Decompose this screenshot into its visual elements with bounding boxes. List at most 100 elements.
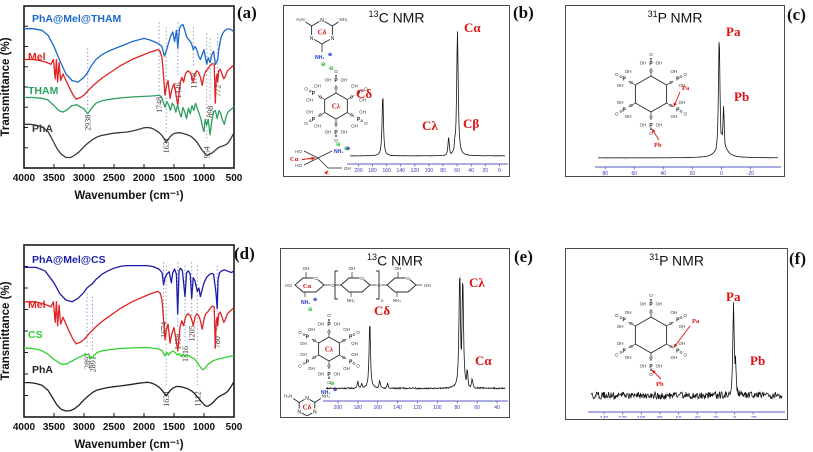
panel-f-pnmr: 31P NMR O P O OH OH O P O OH OH O P O OH OH O P O OH OH O P O O… — [565, 248, 788, 420]
structure-label: Cλ — [332, 103, 341, 111]
svg-text: O — [304, 121, 308, 126]
svg-text: N — [305, 396, 309, 402]
svg-text: O — [331, 283, 335, 288]
svg-text: OH — [344, 166, 351, 171]
svg-text: ⊕ — [333, 387, 337, 393]
axis-tick-label: 0 — [720, 171, 723, 175]
structure-label: Cα — [290, 156, 299, 163]
svg-text: OH — [395, 266, 402, 271]
svg-text: P — [676, 349, 680, 355]
nmr-trace — [325, 277, 506, 390]
peak-annotation-label: 780 — [213, 336, 222, 348]
svg-text: OH — [318, 372, 325, 377]
svg-text: OH — [656, 123, 663, 128]
svg-text: OH — [308, 327, 315, 332]
svg-text: O — [334, 138, 338, 143]
svg-text: OH — [625, 355, 632, 360]
panel-letter-c: (c) — [787, 5, 806, 24]
axis-tick-label: 100 — [637, 416, 646, 418]
peak-label: Pa — [726, 24, 741, 39]
svg-text: OH — [617, 83, 624, 88]
svg-text: O — [649, 293, 653, 298]
nmr-title-e: 13C NMR — [367, 252, 423, 269]
svg-text: O — [649, 356, 653, 361]
svg-text: HO — [295, 163, 302, 168]
series-label: Mel — [28, 299, 46, 311]
axis-tick-label: 4000 — [13, 422, 36, 433]
axis-tick-label: 40 — [494, 405, 500, 411]
svg-text: O — [669, 321, 673, 326]
svg-text: OH — [343, 366, 350, 371]
svg-text: O — [683, 352, 687, 357]
axis-tick-label: 20 — [482, 168, 488, 174]
series-label: THAM — [28, 85, 59, 97]
series-label: PhA@Mel@CS — [32, 254, 106, 266]
svg-text: P — [676, 318, 680, 324]
svg-text: O — [615, 313, 619, 318]
peak-label: Cλ — [469, 275, 485, 290]
svg-text: P — [349, 360, 353, 366]
nmr-trace — [590, 302, 783, 401]
svg-text: P — [676, 77, 680, 83]
panel-letter-a: (a) — [237, 3, 257, 22]
curve-Mel — [24, 49, 235, 107]
peak-label: Pa — [726, 289, 741, 304]
isotope-superscript: 31 — [647, 9, 658, 19]
svg-text: OH — [334, 372, 341, 377]
peak-annotation-label: 1436 — [174, 82, 183, 98]
svg-text: O — [649, 372, 653, 377]
isotope-superscript: 13 — [367, 252, 378, 262]
svg-text: OH — [359, 110, 366, 115]
svg-text: P — [312, 117, 316, 123]
axis-tick-label: 40 — [694, 416, 700, 418]
axis-tick-label: -20 — [747, 171, 754, 175]
panel-b-cnmr: 13C NMR N N N H₂N NH₂ Cδ NH₃ ⊕ ⊖ ⊖ O P O OH OH O P O OH OH O… — [283, 5, 510, 177]
svg-text: O — [615, 352, 619, 357]
peak-label: Cδ — [356, 86, 372, 101]
chitosan-structure — [386, 277, 417, 293]
panel-letter-f: (f) — [789, 249, 806, 268]
svg-text: O — [629, 80, 633, 85]
svg-text: P — [327, 372, 331, 378]
svg-text: OH — [325, 130, 332, 135]
nmr-title-text: P NMR — [657, 9, 703, 26]
svg-text: O — [364, 121, 368, 126]
svg-text: n — [381, 298, 384, 303]
axis-tick-label: 100 — [433, 405, 442, 411]
svg-text: O — [298, 363, 302, 368]
nmr-trace — [349, 31, 506, 157]
ionic-charge: ⊖ — [336, 142, 341, 148]
axis-tick-label: 80 — [602, 171, 608, 175]
svg-text: O — [342, 338, 346, 343]
svg-text: O — [350, 113, 354, 118]
curve-PhA@Mel@CS — [24, 264, 235, 315]
svg-text: OH — [300, 341, 307, 346]
svg-text: O — [629, 103, 633, 108]
nmr-title-b: 13C NMR — [369, 9, 425, 26]
axis-tick-label: 60 — [632, 171, 638, 175]
svg-text: O — [319, 113, 323, 118]
svg-text: OH — [351, 84, 358, 89]
axis-tick-label: 20 — [713, 416, 719, 418]
svg-text: P — [622, 349, 626, 355]
axis-tick-label: 1500 — [163, 173, 186, 184]
svg-text: OH — [341, 78, 348, 83]
structure-label: Pb — [654, 142, 662, 149]
svg-text: O — [327, 380, 331, 385]
series-label: PhA@Mel@THAM — [32, 13, 122, 25]
axis-tick-label: 140 — [600, 416, 609, 418]
axis-tick-label: 2500 — [103, 422, 126, 433]
axis-tick-label: 1000 — [193, 173, 216, 184]
svg-text: OH — [306, 97, 313, 102]
svg-text: P — [306, 335, 310, 341]
series-label: CS — [28, 329, 43, 341]
svg-text: H₂N — [284, 394, 292, 399]
svg-text: OH — [670, 310, 677, 315]
series-label: Mel — [28, 51, 46, 63]
nh3-label: NH₃ — [301, 300, 311, 306]
phytic-acid-structure — [634, 316, 668, 354]
axis-tick-label: 60 — [474, 405, 480, 411]
svg-text: P — [327, 322, 331, 328]
